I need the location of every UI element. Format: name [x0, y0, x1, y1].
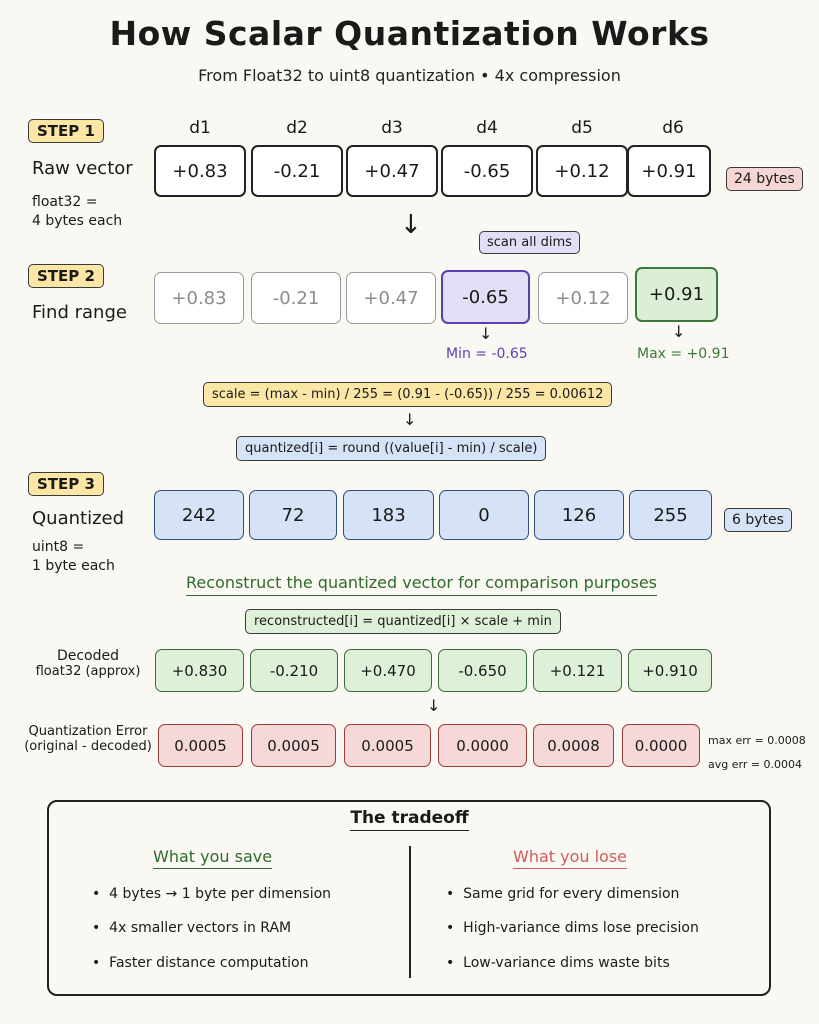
decoded-value-cell: +0.830: [155, 649, 244, 692]
step2-label: Find range: [32, 302, 127, 323]
scan-tag: scan all dims: [479, 231, 580, 254]
page-subtitle: From Float32 to uint8 quantization • 4x …: [198, 66, 621, 85]
reconstruct-heading: Reconstruct the quantized vector for com…: [186, 573, 658, 596]
error-label-line2: (original - decoded): [24, 739, 152, 754]
save-item-text: 4x smaller vectors in RAM: [109, 920, 292, 936]
range-value-cell: +0.47: [346, 272, 436, 324]
quantized-value-cell: 183: [343, 490, 434, 540]
decoded-label-line1: Decoded: [56, 648, 120, 664]
quantized-value-cell: 0: [439, 490, 529, 540]
range-value-cell: -0.21: [251, 272, 341, 324]
step3-note: uint8 = 1 byte each: [32, 538, 115, 576]
quantized-bytes-tag: 6 bytes: [724, 508, 792, 532]
dim-header: d4: [476, 118, 498, 138]
page-title: How Scalar Quantization Works: [109, 14, 710, 53]
quantized-value-cell: 242: [154, 490, 244, 540]
error-label-line1: Quantization Error: [28, 724, 148, 739]
quantized-value-cell: 72: [249, 490, 337, 540]
error-label: Quantization Error (original - decoded): [20, 724, 156, 754]
lose-heading-text: What you lose: [513, 847, 628, 869]
reconstruct-formula: reconstructed[i] = quantized[i] × scale …: [245, 609, 561, 634]
decoded-value-cell: +0.470: [344, 649, 432, 692]
save-heading-text: What you save: [153, 847, 273, 869]
raw-value-cell: +0.12: [536, 145, 628, 197]
error-value-cell: 0.0005: [158, 724, 243, 767]
dim-header: d5: [571, 118, 593, 138]
step1-note: float32 = 4 bytes each: [32, 193, 122, 231]
error-value-cell: 0.0005: [251, 724, 336, 767]
min-value-cell: -0.65: [441, 270, 530, 324]
step3-badge: STEP 3: [28, 472, 104, 496]
tradeoff-panel: [47, 800, 771, 996]
save-item: • Faster distance computation: [92, 955, 309, 971]
raw-value-cell: -0.21: [251, 145, 343, 197]
lose-item-text: High-variance dims lose precision: [463, 920, 699, 936]
lose-heading: What you lose: [513, 847, 628, 869]
raw-value-cell: -0.65: [441, 145, 533, 197]
avg-error-text: avg err = 0.0004: [708, 758, 803, 771]
range-value-cell: +0.83: [154, 272, 244, 324]
decoded-value-cell: +0.121: [533, 649, 622, 692]
raw-value-cell: +0.91: [627, 145, 711, 197]
max-value-cell: +0.91: [635, 267, 718, 322]
tradeoff-title: The tradeoff: [0, 808, 819, 831]
decoded-label: Decoded float32 (approx): [30, 648, 146, 679]
lose-item: • Same grid for every dimension: [446, 886, 680, 902]
max-error-text: max err = 0.0008: [708, 734, 806, 747]
error-value-cell: 0.0008: [533, 724, 614, 767]
range-value-cell: +0.12: [538, 272, 628, 324]
save-item: • 4x smaller vectors in RAM: [92, 920, 292, 936]
dim-header: d2: [286, 118, 308, 138]
quantized-value-cell: 255: [629, 490, 712, 540]
scale-formula: scale = (max - min) / 255 = (0.91 - (-0.…: [203, 382, 613, 407]
arrow-down-icon: ↓: [403, 410, 417, 429]
step3-note-line2: 1 byte each: [32, 558, 115, 574]
step3-label: Quantized: [32, 508, 125, 529]
lose-item-text: Same grid for every dimension: [463, 886, 680, 902]
step3-note-line1: uint8 =: [32, 539, 85, 555]
step1-label: Raw vector: [32, 158, 133, 179]
error-value-cell: 0.0005: [344, 724, 431, 767]
arrow-down-icon: ↓: [400, 210, 422, 240]
quantize-formula: quantized[i] = round ((value[i] - min) /…: [236, 436, 547, 461]
decoded-value-cell: -0.210: [250, 649, 338, 692]
lose-item-text: Low-variance dims waste bits: [463, 955, 670, 971]
decoded-value-cell: +0.910: [628, 649, 712, 692]
raw-value-cell: +0.47: [346, 145, 438, 197]
dim-header: d1: [189, 118, 211, 138]
lose-item: • Low-variance dims waste bits: [446, 955, 670, 971]
arrow-down-icon: ↓: [427, 696, 441, 715]
decoded-label-line2: float32 (approx): [35, 664, 141, 679]
save-item-text: 4 bytes → 1 byte per dimension: [109, 886, 332, 902]
max-label: Max = +0.91: [637, 346, 730, 362]
tradeoff-title-text: The tradeoff: [350, 808, 469, 831]
quantized-value-cell: 126: [534, 490, 624, 540]
step2-badge: STEP 2: [28, 264, 104, 288]
step1-badge: STEP 1: [28, 119, 104, 143]
step1-note-line2: 4 bytes each: [32, 213, 123, 229]
arrow-down-icon: ↓: [672, 322, 686, 341]
save-heading: What you save: [153, 847, 273, 869]
save-item: • 4 bytes → 1 byte per dimension: [92, 886, 332, 902]
error-value-cell: 0.0000: [622, 724, 700, 767]
step1-note-line1: float32 =: [32, 194, 98, 210]
error-value-cell: 0.0000: [438, 724, 527, 767]
dim-header: d3: [381, 118, 403, 138]
tradeoff-divider: [409, 846, 411, 978]
lose-item: • High-variance dims lose precision: [446, 920, 699, 936]
raw-value-cell: +0.83: [154, 145, 246, 197]
raw-bytes-tag: 24 bytes: [726, 167, 803, 191]
decoded-value-cell: -0.650: [438, 649, 527, 692]
arrow-down-icon: ↓: [479, 324, 493, 343]
dim-header: d6: [662, 118, 684, 138]
save-item-text: Faster distance computation: [109, 955, 309, 971]
min-label: Min = -0.65: [446, 346, 528, 362]
